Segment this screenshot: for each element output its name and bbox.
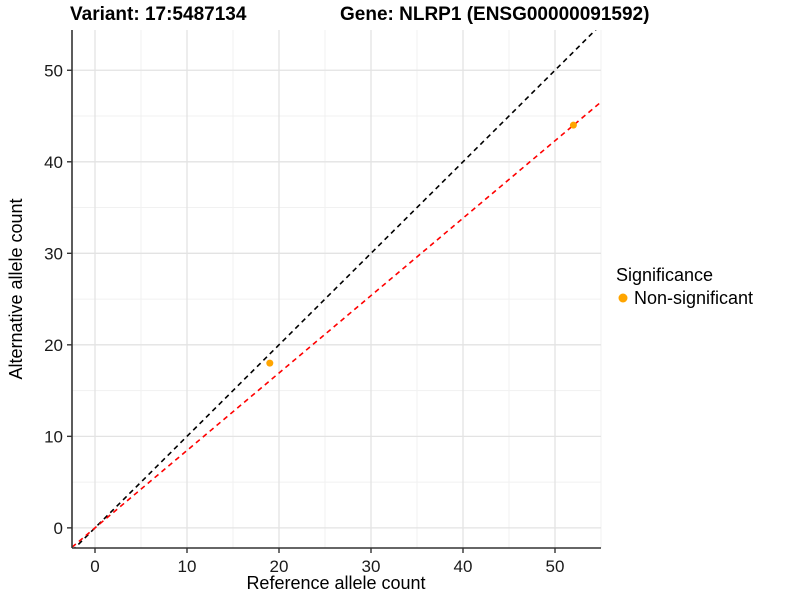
x-tick-label: 50 — [546, 557, 565, 576]
legend-title: Significance — [616, 265, 713, 285]
y-tick-label: 10 — [44, 427, 63, 446]
gene-title: Gene: NLRP1 (ENSG00000091592) — [340, 4, 649, 25]
y-tick-label: 0 — [54, 519, 63, 538]
legend-label: Non-significant — [634, 288, 753, 308]
tick-marks — [67, 69, 556, 553]
fit-line — [72, 101, 601, 548]
y-axis-title: Alternative allele count — [6, 198, 26, 379]
data-points — [266, 121, 577, 367]
y-tick-label: 30 — [44, 244, 63, 263]
minor-gridlines — [72, 30, 602, 548]
x-tick-label: 10 — [178, 557, 197, 576]
x-tick-label: 40 — [454, 557, 473, 576]
axis-lines — [71, 30, 601, 549]
identity-line — [73, 30, 597, 548]
legend-marker-icon — [618, 293, 628, 303]
data-point — [266, 359, 274, 367]
x-axis-title: Reference allele count — [246, 573, 425, 593]
y-tick-label: 20 — [44, 336, 63, 355]
reference-lines — [72, 30, 601, 548]
variant-title: Variant: 17:5487134 — [70, 4, 247, 25]
x-tick-label: 20 — [270, 557, 289, 576]
x-tick-labels: 0 10 20 30 40 50 — [90, 557, 564, 576]
x-tick-label: 0 — [90, 557, 99, 576]
x-tick-label: 30 — [362, 557, 381, 576]
y-tick-label: 40 — [44, 153, 63, 172]
y-tick-labels: 0 10 20 30 40 50 — [44, 61, 63, 538]
major-gridlines — [72, 30, 601, 548]
legend: Significance Non-significant — [616, 265, 753, 308]
y-tick-label: 50 — [44, 61, 63, 80]
data-point — [569, 121, 577, 129]
